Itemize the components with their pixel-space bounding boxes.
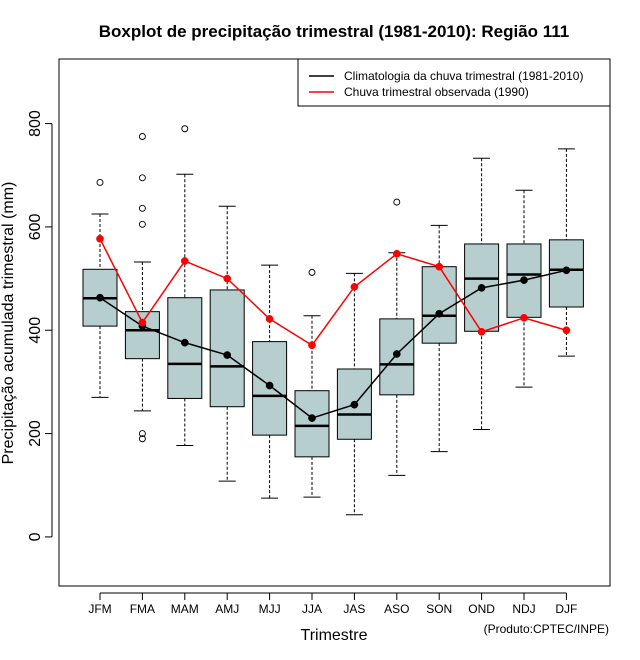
series-line-climatology bbox=[99, 269, 567, 419]
outlier-point bbox=[181, 125, 189, 133]
series-point-observed bbox=[223, 274, 232, 283]
x-tick-label-amj: AMJ bbox=[215, 602, 239, 616]
series-point-observed bbox=[138, 318, 147, 327]
series-point-observed bbox=[520, 314, 528, 322]
x-axis-label: Trimestre bbox=[301, 627, 368, 644]
series-point-climatology bbox=[308, 414, 316, 422]
credit-text: (Produto:CPTEC/INPE) bbox=[484, 622, 609, 636]
y-tick-label: 400 bbox=[27, 317, 44, 344]
box-jas bbox=[336, 272, 372, 516]
series-point-observed bbox=[96, 234, 104, 243]
series-point-observed bbox=[392, 249, 401, 258]
x-tick-label-aso: ASO bbox=[384, 602, 409, 616]
outlier-point bbox=[138, 174, 146, 182]
outlier-point bbox=[138, 133, 146, 140]
outlier-point bbox=[138, 430, 146, 438]
series-climatology bbox=[96, 266, 571, 422]
y-tick-label: 800 bbox=[27, 110, 44, 137]
box-fma bbox=[124, 133, 160, 443]
series-point-climatology bbox=[435, 309, 444, 318]
box-iqr bbox=[421, 266, 457, 344]
series-point-climatology bbox=[520, 276, 528, 284]
box-iqr bbox=[209, 289, 245, 408]
x-tick-label-mam: MAM bbox=[171, 602, 199, 616]
outlier-point bbox=[138, 220, 146, 228]
boxes-layer bbox=[82, 125, 584, 516]
box-jfm bbox=[82, 179, 118, 398]
outlier-point bbox=[138, 204, 146, 212]
outlier-point bbox=[308, 268, 316, 276]
legend: Climatologia da chuva trimestral (1981-2… bbox=[297, 58, 611, 107]
series-point-climatology bbox=[392, 350, 401, 358]
series-point-climatology bbox=[265, 381, 274, 390]
box-mam bbox=[167, 125, 203, 446]
box-iqr bbox=[294, 390, 330, 458]
series-point-climatology bbox=[477, 284, 486, 292]
box-iqr bbox=[167, 297, 203, 399]
box-aso bbox=[379, 198, 415, 476]
legend-box bbox=[297, 58, 611, 107]
y-tick-label: 0 bbox=[27, 532, 44, 541]
series-point-observed bbox=[477, 327, 486, 336]
box-amj bbox=[209, 205, 245, 482]
x-tick-label-jja: JJA bbox=[302, 602, 322, 616]
chart-title: Boxplot de precipitação trimestral (1981… bbox=[99, 22, 570, 41]
box-iqr bbox=[252, 341, 288, 436]
series-observed bbox=[96, 234, 571, 350]
x-tick-label-fma: FMA bbox=[130, 602, 155, 616]
y-tick-label: 600 bbox=[27, 213, 44, 240]
legend-label-observed: Chuva trimestral observada (1990) bbox=[344, 85, 529, 99]
series-line-observed bbox=[99, 238, 567, 347]
series-point-observed bbox=[308, 341, 316, 350]
x-tick-label-ndj: NDJ bbox=[512, 602, 535, 616]
y-tick-label: 200 bbox=[27, 420, 44, 447]
box-son bbox=[421, 224, 457, 453]
box-mjj bbox=[252, 264, 288, 499]
series-point-observed bbox=[350, 283, 359, 291]
box-ndj bbox=[506, 189, 542, 388]
x-tick-label-jas: JAS bbox=[343, 602, 365, 616]
outlier-point bbox=[393, 198, 401, 206]
box-ond bbox=[464, 157, 500, 430]
y-axis-label: Precipitação acumulada trimestral (mm) bbox=[0, 182, 17, 465]
series-point-observed bbox=[180, 257, 189, 265]
series-point-observed bbox=[265, 315, 274, 323]
outlier-point bbox=[96, 179, 104, 186]
series-point-climatology bbox=[350, 400, 359, 409]
series-point-climatology bbox=[96, 293, 104, 302]
series-point-climatology bbox=[223, 351, 232, 359]
x-tick-label-mjj: MJJ bbox=[259, 602, 281, 616]
box-jja bbox=[294, 268, 330, 498]
series-point-observed bbox=[435, 262, 444, 271]
series-point-climatology bbox=[180, 338, 189, 347]
series-point-climatology bbox=[562, 266, 571, 275]
legend-label-climatology: Climatologia da chuva trimestral (1981-2… bbox=[344, 69, 583, 83]
x-tick-label-jfm: JFM bbox=[88, 602, 111, 616]
x-tick-label-djf: DJF bbox=[555, 602, 577, 616]
outlier-point bbox=[138, 435, 146, 443]
x-tick-label-ond: OND bbox=[468, 602, 495, 616]
series-point-observed bbox=[562, 326, 571, 335]
axes-layer: 0 200 400 600 800 JFM FMA MAM AMJ MJJ JJA JAS ASO SON… bbox=[27, 110, 577, 616]
box-djf bbox=[548, 148, 584, 357]
series-layer bbox=[96, 234, 571, 422]
x-tick-label-son: SON bbox=[426, 602, 452, 616]
